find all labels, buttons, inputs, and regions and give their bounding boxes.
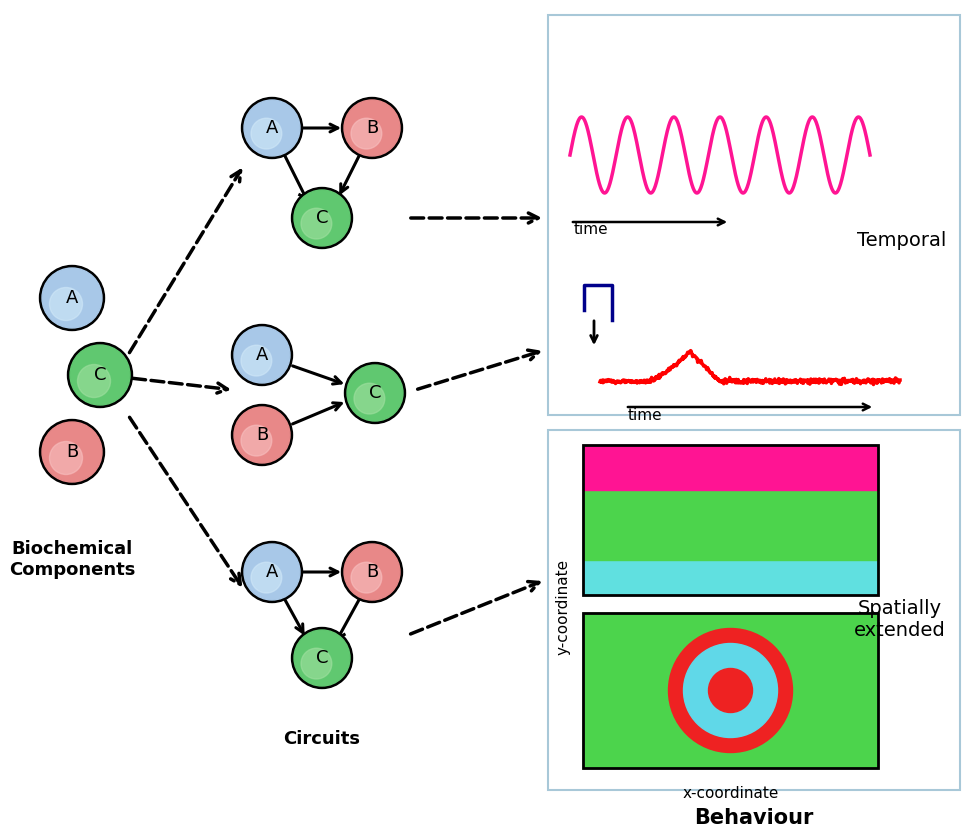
Text: x-coordinate: x-coordinate [682, 786, 779, 801]
Bar [583, 445, 878, 490]
Bar [583, 490, 878, 542]
Text: Spatially
extended: Spatially extended [855, 599, 946, 641]
Circle shape [347, 365, 403, 421]
Text: C: C [316, 649, 328, 667]
Bar [548, 430, 960, 790]
Bar [583, 542, 878, 560]
Circle shape [39, 265, 105, 331]
Circle shape [683, 643, 777, 737]
Circle shape [294, 630, 350, 686]
Bar [583, 445, 878, 595]
Circle shape [244, 544, 300, 600]
Circle shape [251, 118, 282, 149]
Circle shape [244, 100, 300, 156]
Circle shape [354, 383, 385, 414]
Bar [583, 613, 878, 768]
Circle shape [241, 425, 271, 456]
Circle shape [668, 628, 793, 753]
Circle shape [344, 544, 400, 600]
Bar [583, 613, 878, 768]
Circle shape [291, 627, 353, 689]
Circle shape [70, 345, 130, 405]
Text: Behaviour: Behaviour [694, 808, 813, 828]
Text: B: B [366, 563, 378, 581]
Circle shape [241, 345, 271, 376]
Circle shape [241, 542, 303, 602]
Text: time: time [574, 223, 609, 238]
Circle shape [291, 188, 353, 248]
Text: A: A [256, 346, 269, 364]
Circle shape [234, 407, 290, 463]
Circle shape [251, 563, 282, 593]
Text: A: A [66, 289, 78, 307]
Text: B: B [256, 426, 269, 444]
Circle shape [77, 365, 111, 397]
Circle shape [231, 324, 292, 386]
Circle shape [68, 342, 132, 407]
Text: Biochemical
Components: Biochemical Components [9, 540, 135, 579]
Text: time: time [628, 407, 662, 422]
Circle shape [234, 327, 290, 383]
Circle shape [50, 441, 82, 475]
Circle shape [50, 288, 82, 321]
Text: Circuits: Circuits [283, 730, 361, 748]
Circle shape [301, 648, 332, 679]
Text: B: B [366, 119, 378, 137]
Circle shape [42, 268, 102, 328]
Text: B: B [66, 443, 78, 461]
Text: C: C [316, 209, 328, 227]
Text: Temporal: Temporal [857, 230, 946, 249]
Text: C: C [368, 384, 381, 402]
Circle shape [294, 190, 350, 246]
Text: C: C [94, 366, 106, 384]
Text: A: A [266, 563, 278, 581]
Circle shape [241, 97, 303, 159]
Circle shape [351, 118, 382, 149]
Circle shape [39, 420, 105, 484]
Circle shape [344, 100, 400, 156]
Bar [548, 15, 960, 415]
Circle shape [42, 422, 102, 482]
Circle shape [341, 542, 403, 602]
Text: A: A [266, 119, 278, 137]
Circle shape [709, 668, 753, 712]
Circle shape [345, 362, 406, 424]
Circle shape [351, 563, 382, 593]
Circle shape [341, 97, 403, 159]
Text: y-coordinate: y-coordinate [556, 558, 570, 655]
Circle shape [301, 209, 332, 239]
Bar [583, 542, 878, 595]
Circle shape [231, 405, 292, 465]
